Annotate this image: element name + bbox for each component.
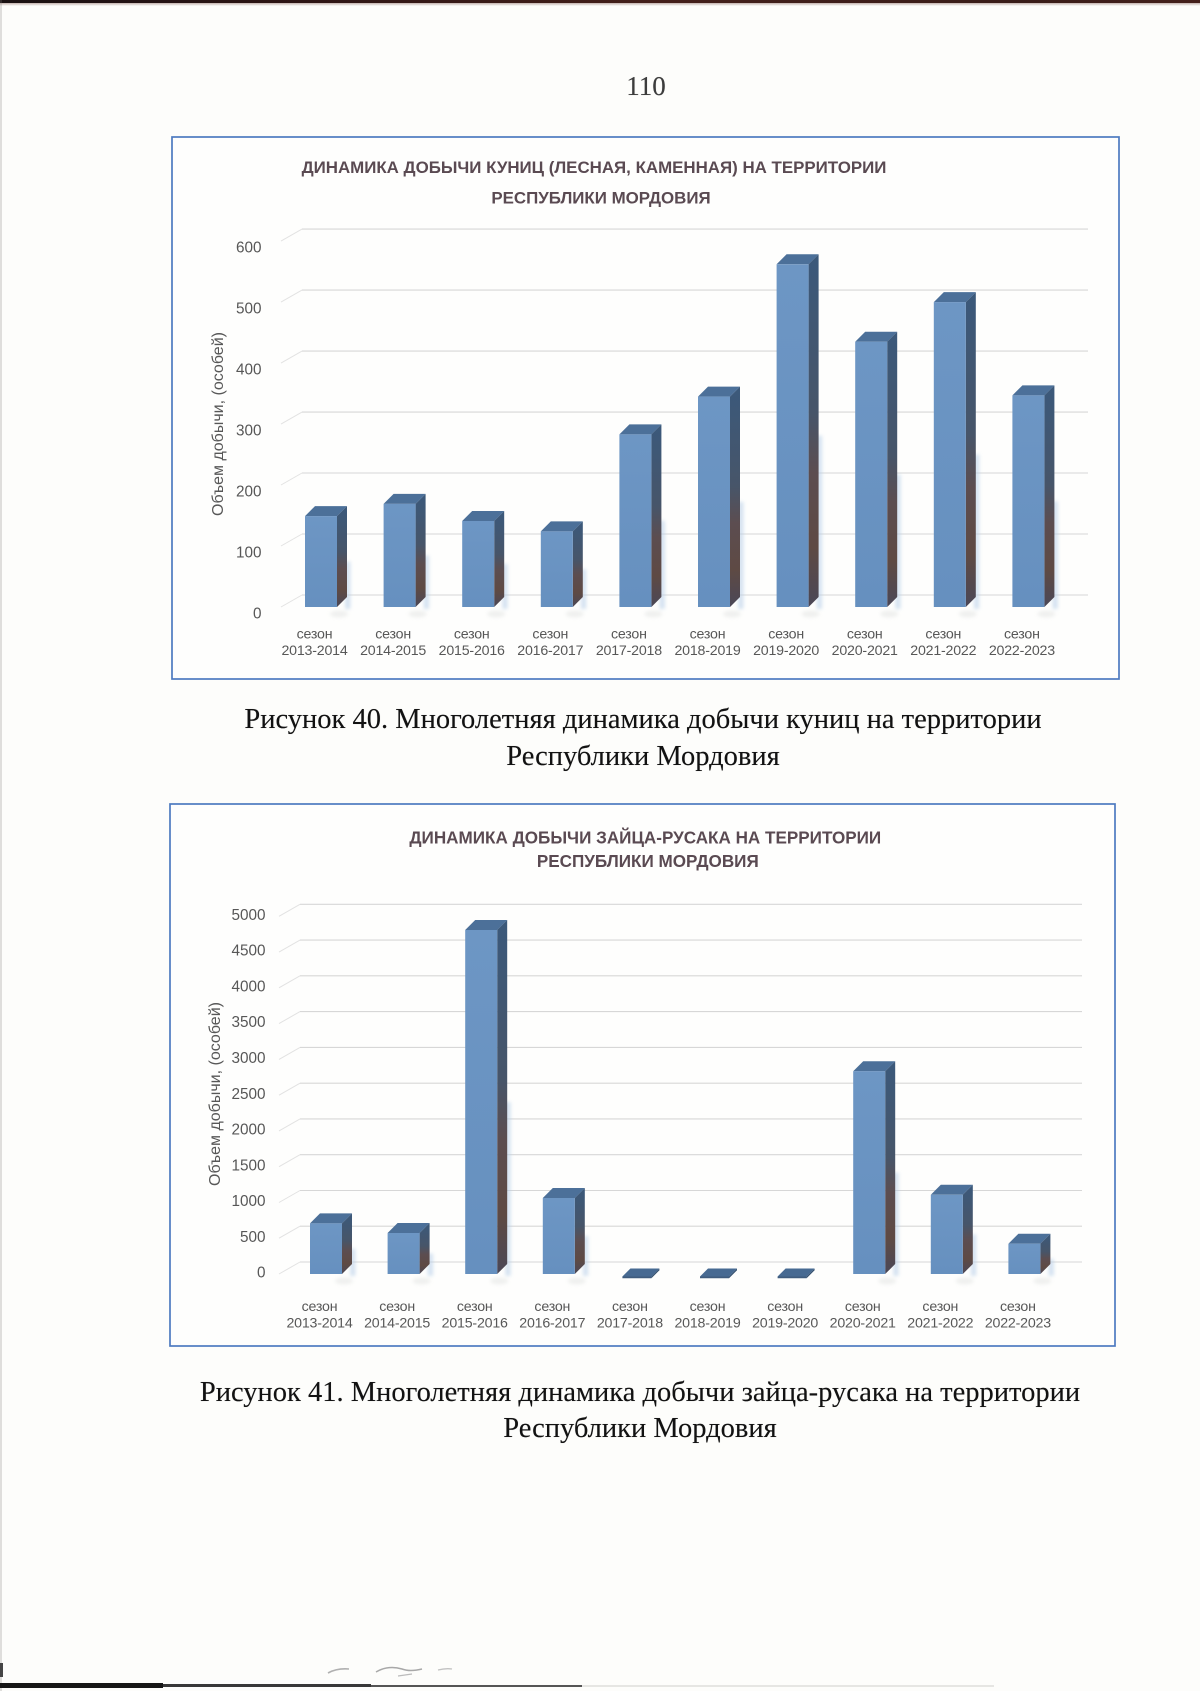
svg-text:200: 200	[236, 484, 262, 501]
svg-text:сезон: сезон	[922, 1299, 958, 1315]
svg-text:сезон: сезон	[690, 627, 726, 643]
svg-text:сезон: сезон	[767, 1299, 803, 1315]
svg-text:сезон: сезон	[768, 627, 804, 643]
svg-text:2017-2018: 2017-2018	[597, 1316, 663, 1332]
svg-text:2014-2015: 2014-2015	[360, 643, 426, 659]
svg-text:2020-2021: 2020-2021	[830, 1316, 896, 1332]
svg-text:0: 0	[257, 1265, 266, 1282]
svg-text:сезон: сезон	[297, 627, 333, 643]
svg-text:сезон: сезон	[534, 1299, 570, 1315]
svg-text:РЕСПУБЛИКИ МОРДОВИЯ: РЕСПУБЛИКИ МОРДОВИЯ	[537, 852, 759, 871]
svg-text:2018-2019: 2018-2019	[674, 1316, 740, 1332]
svg-text:ДИНАМИКА ДОБЫЧИ КУНИЦ (ЛЕСНАЯ,: ДИНАМИКА ДОБЫЧИ КУНИЦ (ЛЕСНАЯ, КАМЕННАЯ)…	[302, 158, 887, 177]
svg-text:сезон: сезон	[454, 627, 490, 643]
svg-text:400: 400	[236, 362, 262, 379]
svg-text:2000: 2000	[231, 1122, 265, 1139]
svg-text:Объем добычи, (особей): Объем добычи, (особей)	[207, 1002, 224, 1186]
svg-text:2022-2023: 2022-2023	[989, 643, 1055, 659]
svg-text:сезон: сезон	[457, 1299, 493, 1315]
svg-text:РЕСПУБЛИКИ МОРДОВИЯ: РЕСПУБЛИКИ МОРДОВИЯ	[491, 189, 710, 208]
svg-text:2016-2017: 2016-2017	[517, 643, 583, 659]
svg-text:2500: 2500	[231, 1086, 265, 1103]
svg-text:2014-2015: 2014-2015	[364, 1316, 430, 1332]
svg-text:4500: 4500	[231, 943, 265, 960]
svg-text:500: 500	[240, 1229, 266, 1246]
svg-text:сезон: сезон	[690, 1299, 726, 1315]
svg-text:1500: 1500	[231, 1157, 265, 1174]
svg-text:2022-2023: 2022-2023	[985, 1316, 1051, 1332]
svg-text:2018-2019: 2018-2019	[674, 643, 740, 659]
svg-text:2016-2017: 2016-2017	[519, 1316, 585, 1332]
svg-text:2019-2020: 2019-2020	[753, 643, 819, 659]
svg-text:0: 0	[253, 606, 262, 623]
svg-text:1000: 1000	[231, 1193, 265, 1210]
svg-text:сезон: сезон	[375, 627, 411, 643]
svg-text:500: 500	[236, 301, 262, 318]
svg-text:2021-2022: 2021-2022	[907, 1316, 973, 1332]
svg-text:100: 100	[236, 545, 262, 562]
svg-text:2019-2020: 2019-2020	[752, 1316, 818, 1332]
svg-text:2015-2016: 2015-2016	[442, 1316, 508, 1332]
svg-text:сезон: сезон	[847, 627, 883, 643]
svg-text:600: 600	[236, 240, 262, 257]
svg-text:сезон: сезон	[925, 627, 961, 643]
svg-text:сезон: сезон	[612, 1299, 648, 1315]
svg-text:сезон: сезон	[1004, 627, 1040, 643]
svg-text:2013-2014: 2013-2014	[286, 1316, 352, 1332]
svg-text:сезон: сезон	[379, 1299, 415, 1315]
svg-text:3500: 3500	[231, 1014, 265, 1031]
svg-text:Объем добычи, (особей): Объем добычи, (особей)	[210, 332, 227, 516]
svg-text:2021-2022: 2021-2022	[910, 643, 976, 659]
svg-text:2013-2014: 2013-2014	[281, 643, 347, 659]
svg-text:сезон: сезон	[611, 627, 647, 643]
svg-text:5000: 5000	[231, 907, 265, 924]
svg-text:ДИНАМИКА ДОБЫЧИ ЗАЙЦА-РУСАКА Н: ДИНАМИКА ДОБЫЧИ ЗАЙЦА-РУСАКА НА ТЕРРИТОР…	[409, 829, 881, 848]
svg-text:3000: 3000	[231, 1050, 265, 1067]
svg-text:300: 300	[236, 423, 262, 440]
svg-text:2015-2016: 2015-2016	[439, 643, 505, 659]
svg-text:сезон: сезон	[845, 1299, 881, 1315]
svg-text:сезон: сезон	[1000, 1299, 1036, 1315]
svg-text:сезон: сезон	[532, 627, 568, 643]
svg-text:2020-2021: 2020-2021	[832, 643, 898, 659]
svg-text:2017-2018: 2017-2018	[596, 643, 662, 659]
svg-text:сезон: сезон	[302, 1299, 338, 1315]
svg-text:4000: 4000	[231, 978, 265, 995]
